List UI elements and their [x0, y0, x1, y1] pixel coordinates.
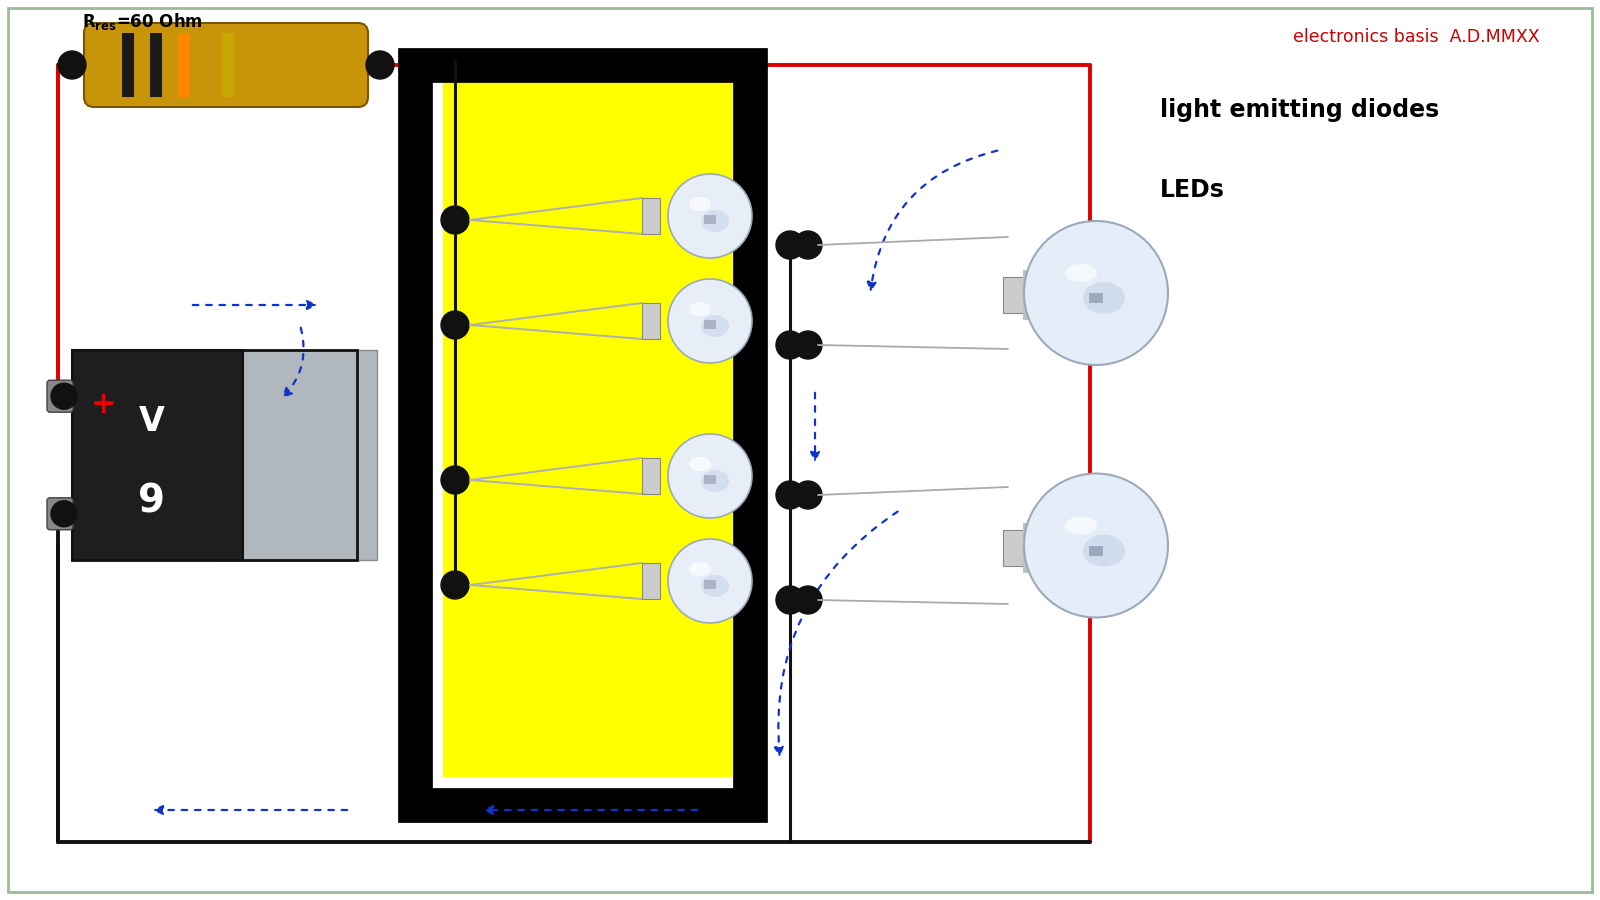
Bar	[704, 320, 717, 329]
Bar	[1090, 293, 1102, 303]
Circle shape	[442, 311, 469, 339]
Circle shape	[669, 434, 752, 518]
Bar	[445, 94, 722, 776]
Text: electronics basis  A.D.MMXX: electronics basis A.D.MMXX	[1293, 28, 1539, 46]
Circle shape	[669, 174, 752, 258]
Bar	[1022, 270, 1030, 320]
Ellipse shape	[1066, 517, 1098, 535]
Bar	[704, 475, 717, 484]
Text: light emitting diodes: light emitting diodes	[1160, 98, 1440, 122]
Circle shape	[794, 231, 822, 259]
Bar	[1003, 529, 1022, 565]
Ellipse shape	[701, 210, 730, 232]
Bar	[443, 65, 750, 777]
Circle shape	[58, 51, 86, 79]
Bar	[704, 580, 717, 589]
Bar	[642, 303, 661, 339]
Circle shape	[669, 539, 752, 623]
Bar	[221, 350, 378, 560]
Ellipse shape	[690, 562, 710, 576]
Ellipse shape	[690, 197, 710, 211]
Text: V: V	[139, 405, 165, 438]
Bar	[122, 33, 134, 97]
Bar	[414, 65, 750, 805]
FancyBboxPatch shape	[46, 498, 74, 530]
Circle shape	[366, 51, 394, 79]
Bar	[1022, 523, 1030, 572]
Ellipse shape	[690, 302, 710, 316]
Circle shape	[669, 279, 752, 363]
Bar	[704, 215, 717, 224]
Ellipse shape	[1083, 535, 1125, 566]
Circle shape	[51, 383, 77, 410]
Circle shape	[1024, 473, 1168, 617]
Ellipse shape	[701, 315, 730, 337]
Bar	[1003, 277, 1022, 313]
FancyBboxPatch shape	[83, 23, 368, 107]
Circle shape	[776, 481, 805, 509]
Bar	[222, 33, 234, 97]
Ellipse shape	[1083, 282, 1125, 314]
FancyBboxPatch shape	[46, 380, 74, 412]
Bar	[642, 458, 661, 494]
Circle shape	[442, 466, 469, 494]
Ellipse shape	[701, 470, 730, 492]
Ellipse shape	[701, 575, 730, 597]
Circle shape	[794, 586, 822, 614]
Circle shape	[51, 500, 77, 526]
Circle shape	[776, 586, 805, 614]
Bar	[72, 350, 357, 560]
Bar	[642, 563, 661, 599]
Circle shape	[1024, 221, 1168, 365]
Circle shape	[794, 331, 822, 359]
Bar	[72, 350, 243, 560]
Circle shape	[794, 481, 822, 509]
Circle shape	[442, 571, 469, 599]
Circle shape	[776, 331, 805, 359]
Text: +: +	[91, 390, 117, 419]
Text: LEDs: LEDs	[1160, 178, 1226, 202]
Circle shape	[442, 206, 469, 234]
Bar	[178, 33, 190, 97]
Bar	[150, 33, 162, 97]
Ellipse shape	[1066, 264, 1098, 282]
Ellipse shape	[690, 457, 710, 471]
Bar	[642, 198, 661, 234]
Text: $\mathbf{R_{res}}$=60 Ohm: $\mathbf{R_{res}}$=60 Ohm	[82, 11, 203, 32]
Bar	[1090, 545, 1102, 555]
Text: 9: 9	[138, 482, 165, 520]
Circle shape	[776, 231, 805, 259]
